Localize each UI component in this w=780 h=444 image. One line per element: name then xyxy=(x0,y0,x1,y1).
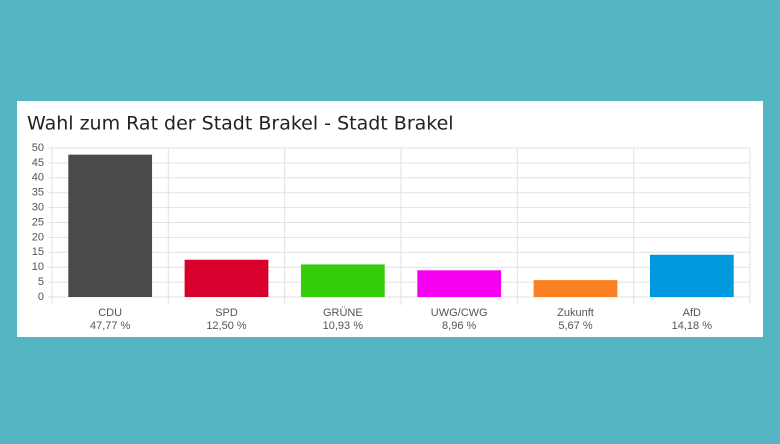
x-tick-label: SPD xyxy=(215,307,238,319)
value-label: 10,93 % xyxy=(323,320,364,332)
value-label: 12,50 % xyxy=(206,320,247,332)
value-label: 14,18 % xyxy=(672,320,713,332)
y-tick-label: 15 xyxy=(32,246,44,258)
x-tick-label: AfD xyxy=(683,307,701,319)
bar xyxy=(533,280,618,297)
y-tick-label: 45 xyxy=(32,157,44,169)
y-tick-label: 50 xyxy=(32,142,44,154)
y-tick-label: 30 xyxy=(32,202,44,214)
bar xyxy=(300,264,385,297)
y-tick-label: 10 xyxy=(32,261,44,273)
bar xyxy=(417,270,502,297)
x-tick-label: Zukunft xyxy=(557,307,594,319)
x-tick-label: GRÜNE xyxy=(323,307,363,319)
bar xyxy=(68,154,153,297)
x-tick-label: CDU xyxy=(98,307,122,319)
y-tick-label: 35 xyxy=(32,187,44,199)
y-tick-label: 5 xyxy=(38,276,44,288)
y-tick-label: 0 xyxy=(38,291,44,303)
y-tick-label: 25 xyxy=(32,216,44,228)
value-label: 47,77 % xyxy=(90,320,131,332)
y-tick-label: 20 xyxy=(32,231,44,243)
chart-title: Wahl zum Rat der Stadt Brakel - Stadt Br… xyxy=(27,113,454,135)
bar xyxy=(184,259,269,297)
x-tick-label: UWG/CWG xyxy=(431,307,488,319)
value-label: 8,96 % xyxy=(442,320,476,332)
bar xyxy=(649,254,734,297)
value-label: 5,67 % xyxy=(558,320,592,332)
y-tick-label: 40 xyxy=(32,172,44,184)
